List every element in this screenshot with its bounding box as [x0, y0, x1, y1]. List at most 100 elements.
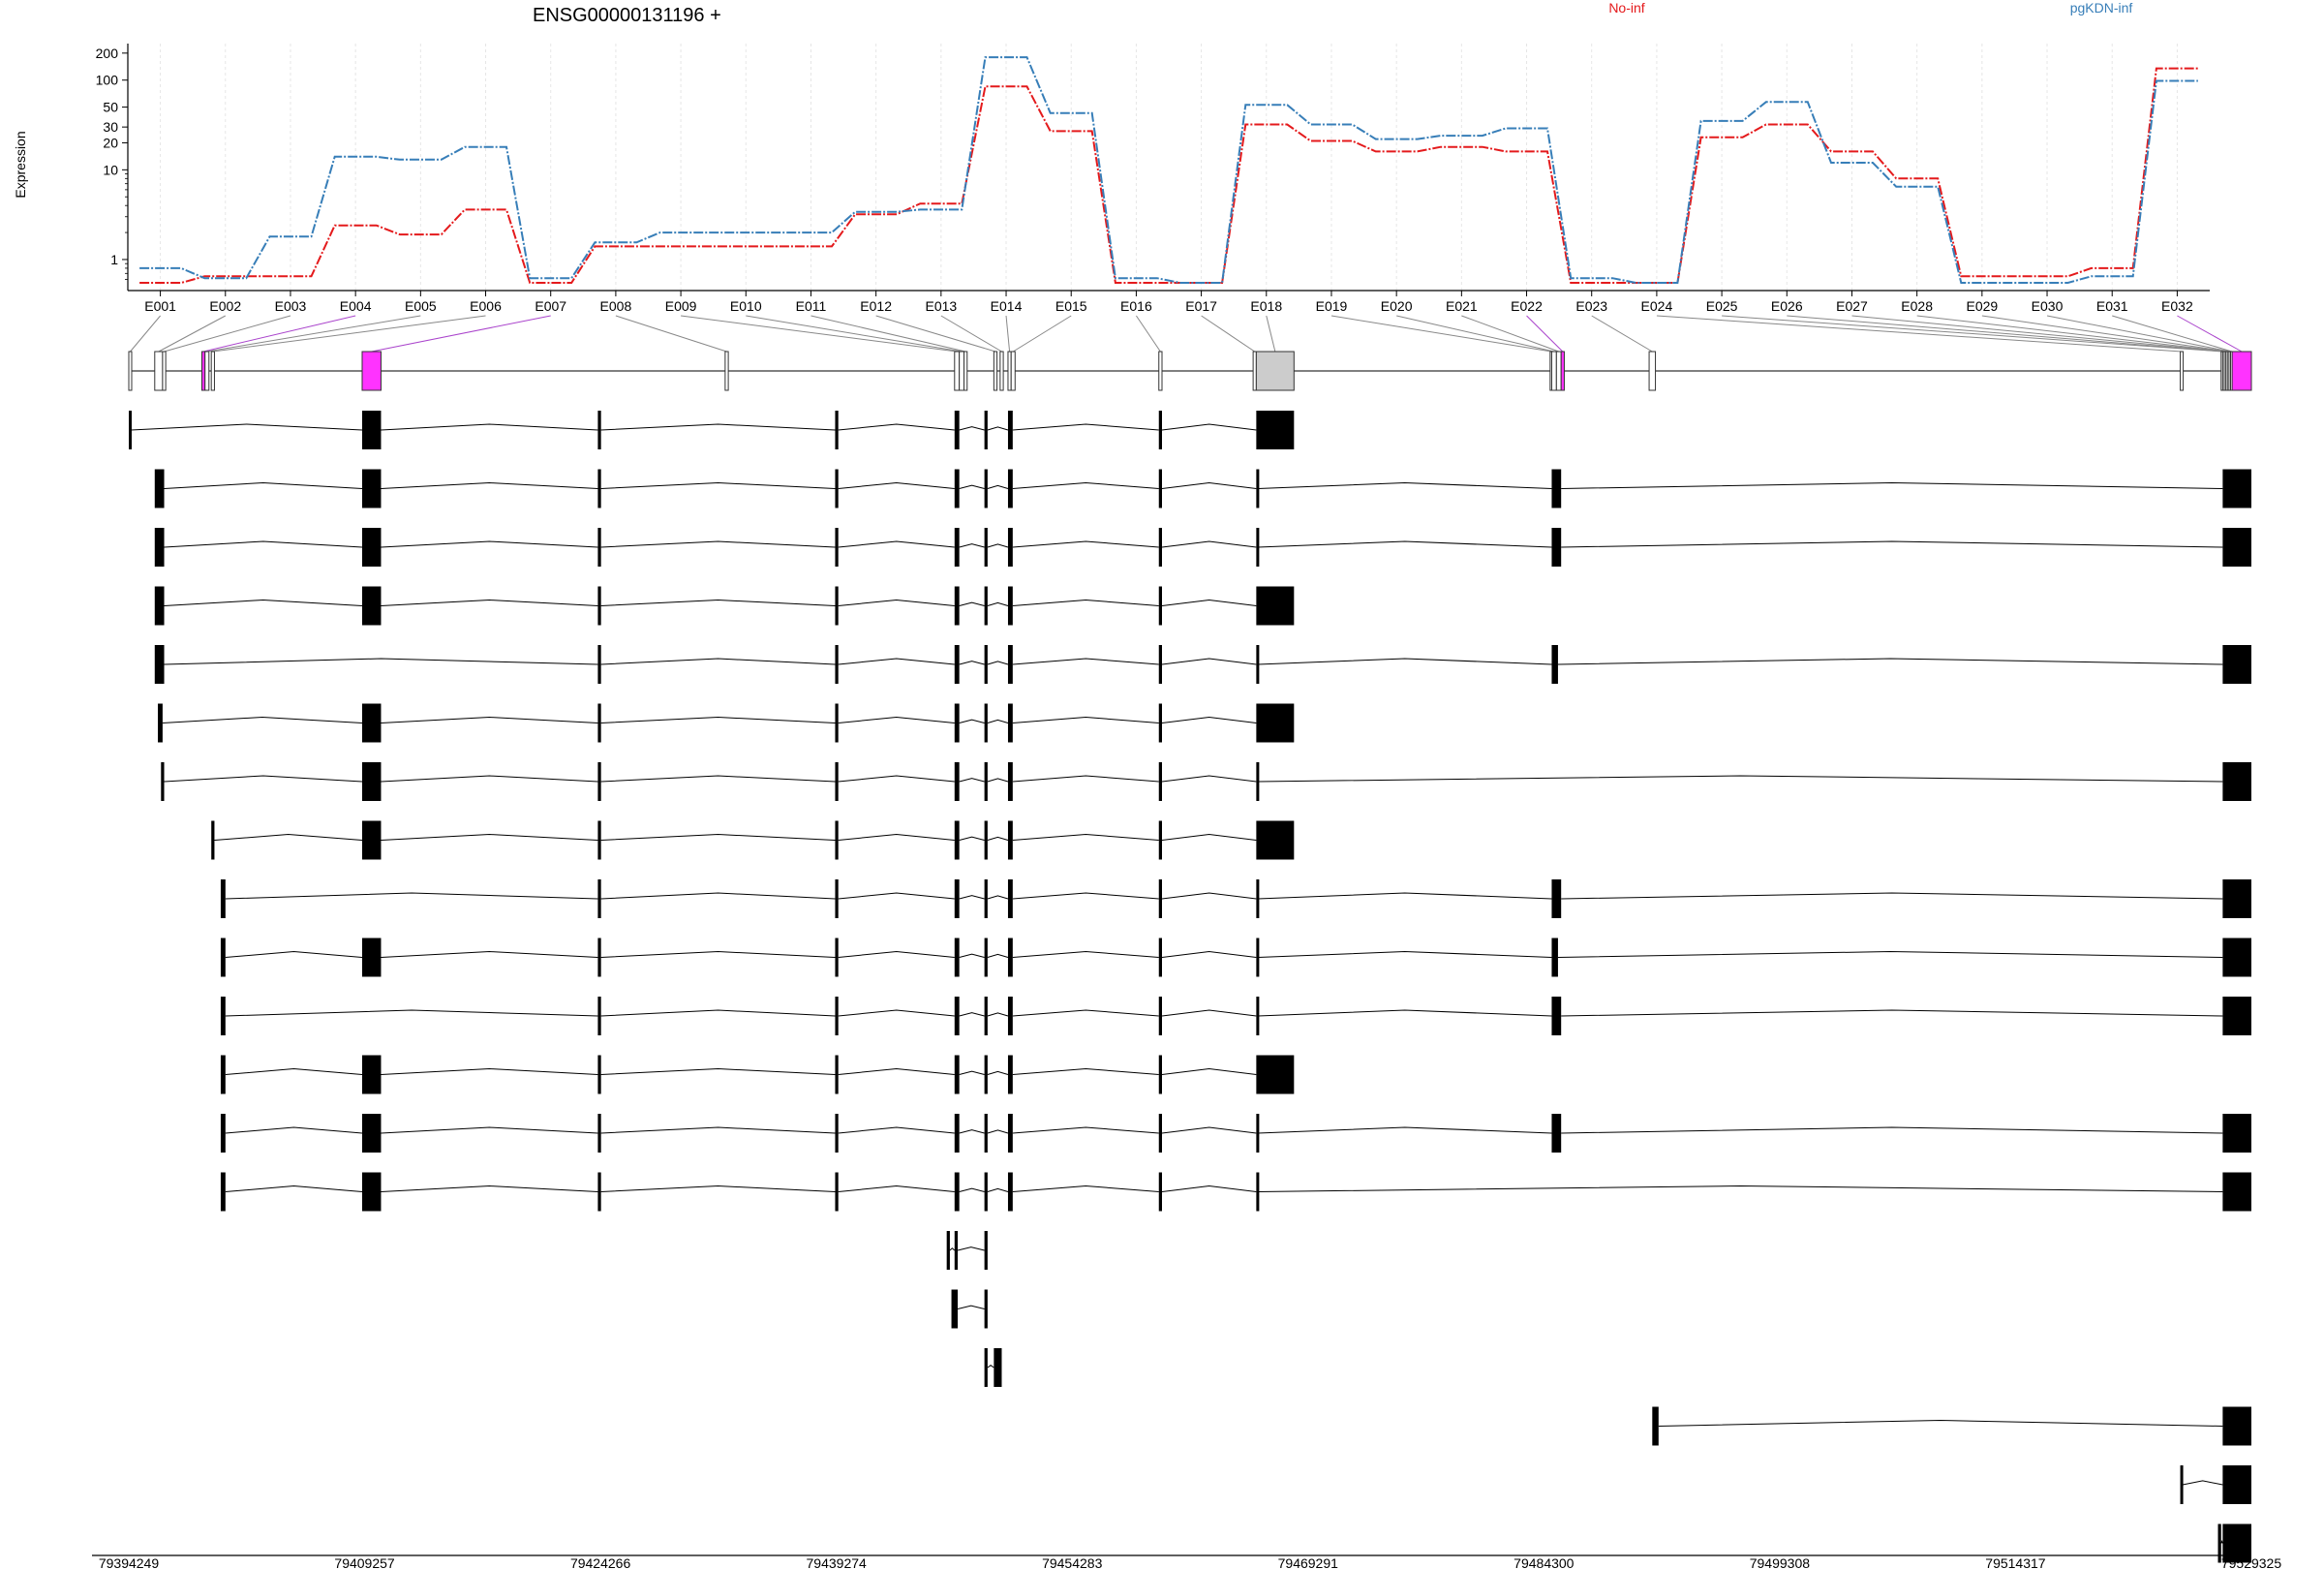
transcript-intron: [959, 601, 985, 606]
transcript-exon: [835, 762, 839, 801]
transcript-intron: [1012, 892, 1159, 900]
exon-connector-E027: [1851, 315, 2226, 353]
transcript-intron: [1012, 1009, 1159, 1017]
genomic-tick-label: 79514317: [1985, 1555, 2046, 1569]
x-tick-label: E016: [1120, 298, 1152, 314]
transcript-intron: [838, 950, 955, 958]
transcript-intron: [959, 836, 985, 841]
transcript-intron: [1257, 658, 1552, 665]
transcript-exon: [362, 762, 382, 801]
transcript-intron: [1161, 1067, 1257, 1075]
transcript-exon: [2217, 1523, 2221, 1563]
transcript-exon: [1158, 879, 1163, 918]
transcript-intron: [164, 540, 363, 548]
transcript-exon: [1256, 1055, 1295, 1094]
transcript-exon: [597, 469, 601, 508]
transcript-exon: [1256, 586, 1295, 626]
transcript-intron: [600, 1126, 836, 1134]
transcript-intron: [959, 661, 985, 665]
x-tick-label: E007: [535, 298, 566, 314]
transcript-exon: [1158, 1114, 1163, 1153]
series-line-No-inf: [139, 67, 2198, 284]
transcript-intron: [225, 1067, 363, 1075]
transcript-exon: [1158, 1172, 1163, 1212]
transcript-exon: [954, 469, 960, 508]
transcript-exon: [220, 1114, 226, 1153]
transcript-intron: [987, 1129, 1009, 1134]
exon-connector-E029: [1981, 315, 2229, 353]
transcript-intron: [959, 543, 985, 548]
transcript-exon: [1551, 528, 1562, 567]
transcript-intron: [600, 658, 836, 665]
transcript-exon: [984, 1289, 988, 1329]
transcript-exon: [1256, 762, 1260, 801]
gene-exon-E008: [724, 351, 729, 391]
transcript-exon: [1158, 997, 1163, 1035]
transcript-exon: [954, 586, 960, 626]
transcript-intron: [600, 950, 836, 958]
transcript-exon: [1158, 528, 1163, 567]
gene-exon-E015: [1010, 351, 1016, 391]
transcript-intron: [164, 599, 363, 606]
transcript-intron: [949, 1247, 956, 1251]
transcript-intron: [164, 481, 363, 489]
transcript-exon: [220, 1172, 226, 1212]
x-tick-label: E004: [340, 298, 372, 314]
transcript-intron: [987, 953, 1009, 958]
transcript-exon: [984, 762, 988, 801]
transcript-exon: [362, 586, 382, 626]
transcript-exon: [835, 820, 839, 860]
genomic-tick-label: 79529325: [2221, 1555, 2282, 1569]
transcript-exon: [1007, 703, 1013, 743]
exon-connector-E032: [2177, 315, 2243, 353]
exon-connector-E013: [940, 315, 1002, 353]
exon-connector-E023: [1591, 315, 1653, 353]
transcript-exon: [1007, 820, 1013, 860]
transcript-exon: [597, 645, 601, 684]
exon-connector-E026: [1787, 315, 2224, 353]
transcript-exon: [984, 820, 988, 860]
transcript-exon: [2222, 645, 2251, 684]
transcript-exon: [984, 1172, 988, 1212]
exon-connector-E010: [746, 315, 963, 353]
transcript-intron: [838, 1009, 955, 1017]
y-tick-label: 1: [110, 252, 118, 267]
transcript-exon: [1158, 586, 1163, 626]
transcript-intron: [225, 950, 363, 958]
transcript-intron: [225, 892, 598, 900]
transcript-intron: [838, 658, 955, 665]
transcript-intron: [1012, 1184, 1159, 1192]
transcript-exon: [1007, 938, 1013, 977]
transcript-exon: [954, 1231, 959, 1270]
transcript-exon: [1007, 411, 1013, 449]
transcript-exon: [362, 1172, 382, 1212]
transcript-exon: [954, 762, 960, 801]
transcript-exon: [946, 1231, 950, 1270]
transcript-exon: [1007, 645, 1013, 684]
transcript-intron: [1561, 892, 2223, 900]
legend-label-no-inf: No-inf: [1608, 0, 1644, 15]
x-tick-label: E002: [209, 298, 241, 314]
genomic-axis: 79394249 79409257 79424266 79439274 79454283…: [92, 1554, 2282, 1569]
transcript-exon: [1007, 997, 1013, 1035]
transcript-exon: [1158, 762, 1163, 801]
transcript-intron: [1012, 716, 1159, 723]
transcript-exon: [158, 703, 163, 743]
transcript-exon: [154, 645, 165, 684]
transcript-intron: [1161, 540, 1257, 548]
transcript-exon: [1007, 528, 1013, 567]
genomic-tick-label: 79394249: [99, 1555, 160, 1569]
exon-connector-E007: [371, 315, 551, 353]
transcript-exon: [220, 997, 226, 1035]
transcript-exon: [1158, 703, 1163, 743]
transcript-intron: [2182, 1480, 2223, 1486]
transcript-intron: [1257, 540, 1552, 548]
transcript-exon: [1256, 1172, 1260, 1212]
transcript-intron: [1161, 716, 1257, 723]
transcript-exon: [1158, 820, 1163, 860]
transcript-exon: [954, 820, 960, 860]
transcript-intron: [1161, 1126, 1257, 1134]
transcript-exon: [2222, 1406, 2251, 1446]
transcript-intron: [381, 540, 598, 548]
